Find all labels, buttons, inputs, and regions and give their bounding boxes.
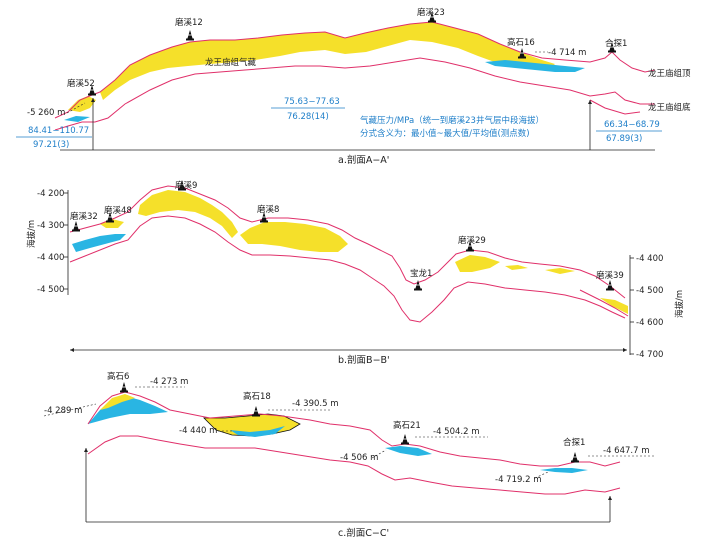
caption-section-a: a.剖面A−A'	[338, 154, 389, 166]
well-label-moxi48: 磨溪48	[104, 205, 132, 216]
rig-icon-moxi39	[605, 279, 615, 291]
right-tick-4400: -4 400	[636, 254, 663, 264]
right-tick-4500: -4 500	[636, 286, 663, 296]
rig-icon-gaoshi18	[251, 405, 261, 417]
left-tick-4200: -4 200	[37, 189, 64, 199]
gas-zone-b-moxi29	[455, 255, 500, 272]
water-zone-a	[485, 60, 585, 72]
rig-icon-gaoshi6	[119, 381, 129, 393]
well-label-moxi29: 磨溪29	[458, 235, 486, 246]
bottom-formation-label: 龙王庙组底	[648, 102, 691, 113]
well-label-hetan1-c: 合探1	[563, 437, 585, 448]
water-zone-c-gaoshi18	[230, 426, 285, 437]
gas-zone-b-moxi39	[600, 298, 628, 314]
gas-zone-a-left	[68, 96, 96, 112]
bottom-boundary-b-inner	[579, 289, 629, 317]
left-tick-4300: -4 300	[37, 221, 64, 231]
elev-gaoshi18-right: -4 390.5 m	[292, 399, 339, 409]
right-tick-4700: -4 700	[636, 350, 663, 360]
section-b: -4 200 -4 300 -4 400 -4 500 海拔/m -4 400 …	[26, 179, 685, 366]
elev-label-moxi52: -5 260 m	[27, 108, 65, 118]
pressure-avg-left: 97.21(3)	[33, 140, 69, 150]
elev-hetan1-right: -4 647.7 m	[603, 446, 650, 456]
caption-section-c: c.剖面C−C'	[338, 527, 389, 539]
elev-label-gaoshi16: -4 714 m	[548, 48, 586, 58]
well-label-moxi39: 磨溪39	[596, 270, 624, 281]
bottom-boundary-a	[54, 57, 655, 131]
elev-gaoshi21-right: -4 504.2 m	[433, 427, 480, 437]
well-label-moxi9: 磨溪9	[175, 180, 197, 191]
right-axis-title: 海拔/m	[674, 290, 685, 318]
pressure-range-left: 84.41−110.77	[28, 126, 89, 136]
right-tick-4600: -4 600	[636, 318, 663, 328]
well-label-gaoshi18: 高石18	[243, 391, 271, 402]
well-label-moxi12: 磨溪12	[175, 17, 203, 28]
elev-gaoshi6-left: -4 289 m	[44, 406, 82, 416]
left-axis-title: 海拔/m	[26, 220, 37, 248]
pressure-note-line2: 分式含义为：最小值~最大值/平均值(测点数)	[360, 128, 530, 139]
well-label-moxi8: 磨溪8	[257, 204, 279, 215]
left-tick-4400: -4 400	[37, 253, 64, 263]
top-boundary-c	[87, 391, 621, 467]
gas-zone-b-east2	[545, 268, 575, 274]
left-tick-4500: -4 500	[37, 285, 64, 295]
rig-icon-moxi12	[185, 29, 195, 41]
bottom-boundary-b	[69, 215, 626, 323]
well-label-baolong1: 宝龙1	[410, 268, 432, 279]
elev-gaoshi6-right: -4 273 m	[150, 377, 188, 387]
gas-zone-b-moxi9	[138, 190, 238, 238]
gas-reservoir-label: 龙王庙组气藏	[205, 57, 257, 68]
well-label-hetan1: 合探1	[605, 38, 627, 49]
bottom-boundary-c	[87, 435, 621, 495]
elev-gaoshi21-left: -4 506 m	[340, 453, 378, 463]
gas-zone-a	[100, 22, 555, 100]
caption-section-b: b.剖面B−B'	[338, 354, 390, 366]
rig-icon-moxi32	[71, 220, 81, 232]
top-formation-label: 龙王庙组顶	[648, 68, 691, 79]
pressure-range-mid: 75.63−77.63	[284, 97, 340, 107]
top-boundary-a	[54, 21, 656, 119]
well-label-moxi52: 磨溪52	[67, 78, 95, 89]
gas-zone-c-gaoshi6	[100, 394, 135, 410]
section-a: 磨溪52 磨溪12 磨溪23 高石16 合探1 -5 260 m -4 714 …	[16, 7, 691, 166]
water-zone-a-left	[64, 116, 90, 122]
water-zone-c-gaoshi6	[88, 396, 168, 424]
well-label-gaoshi21: 高石21	[393, 420, 421, 431]
pressure-avg-right: 67.89(3)	[606, 134, 642, 144]
water-zone-b	[72, 234, 126, 252]
top-boundary-b	[69, 185, 626, 299]
well-label-gaoshi6: 高石6	[107, 371, 129, 382]
gas-zone-b-moxi8	[240, 222, 348, 252]
rig-icon-gaoshi21	[400, 433, 410, 445]
gas-zone-b-east1	[505, 265, 528, 270]
gas-zone-b-moxi48	[100, 219, 124, 228]
well-label-moxi23: 磨溪23	[417, 7, 445, 18]
well-label-gaoshi16: 高石16	[507, 37, 535, 48]
elev-hetan1-left: -4 719.2 m	[495, 475, 542, 485]
elev-gaoshi18-left: -4 440 m	[179, 426, 217, 436]
well-label-moxi32: 磨溪32	[70, 211, 98, 222]
section-c: 高石6 高石18 高石21 合探1 -4 273 m -4 289 m -4 3…	[43, 371, 655, 539]
water-zone-c-hetan1	[540, 468, 588, 473]
pressure-avg-mid: 76.28(14)	[287, 112, 329, 122]
bottom-boundary-a-right	[589, 99, 641, 115]
water-zone-c-gaoshi21	[385, 446, 432, 456]
rig-icon-hetan1-c	[570, 451, 580, 463]
pressure-range-right: 66.34−68.79	[604, 120, 660, 130]
pressure-note-line1: 气藏压力/MPa（统一到磨溪23井气层中段海拔）	[360, 115, 544, 126]
